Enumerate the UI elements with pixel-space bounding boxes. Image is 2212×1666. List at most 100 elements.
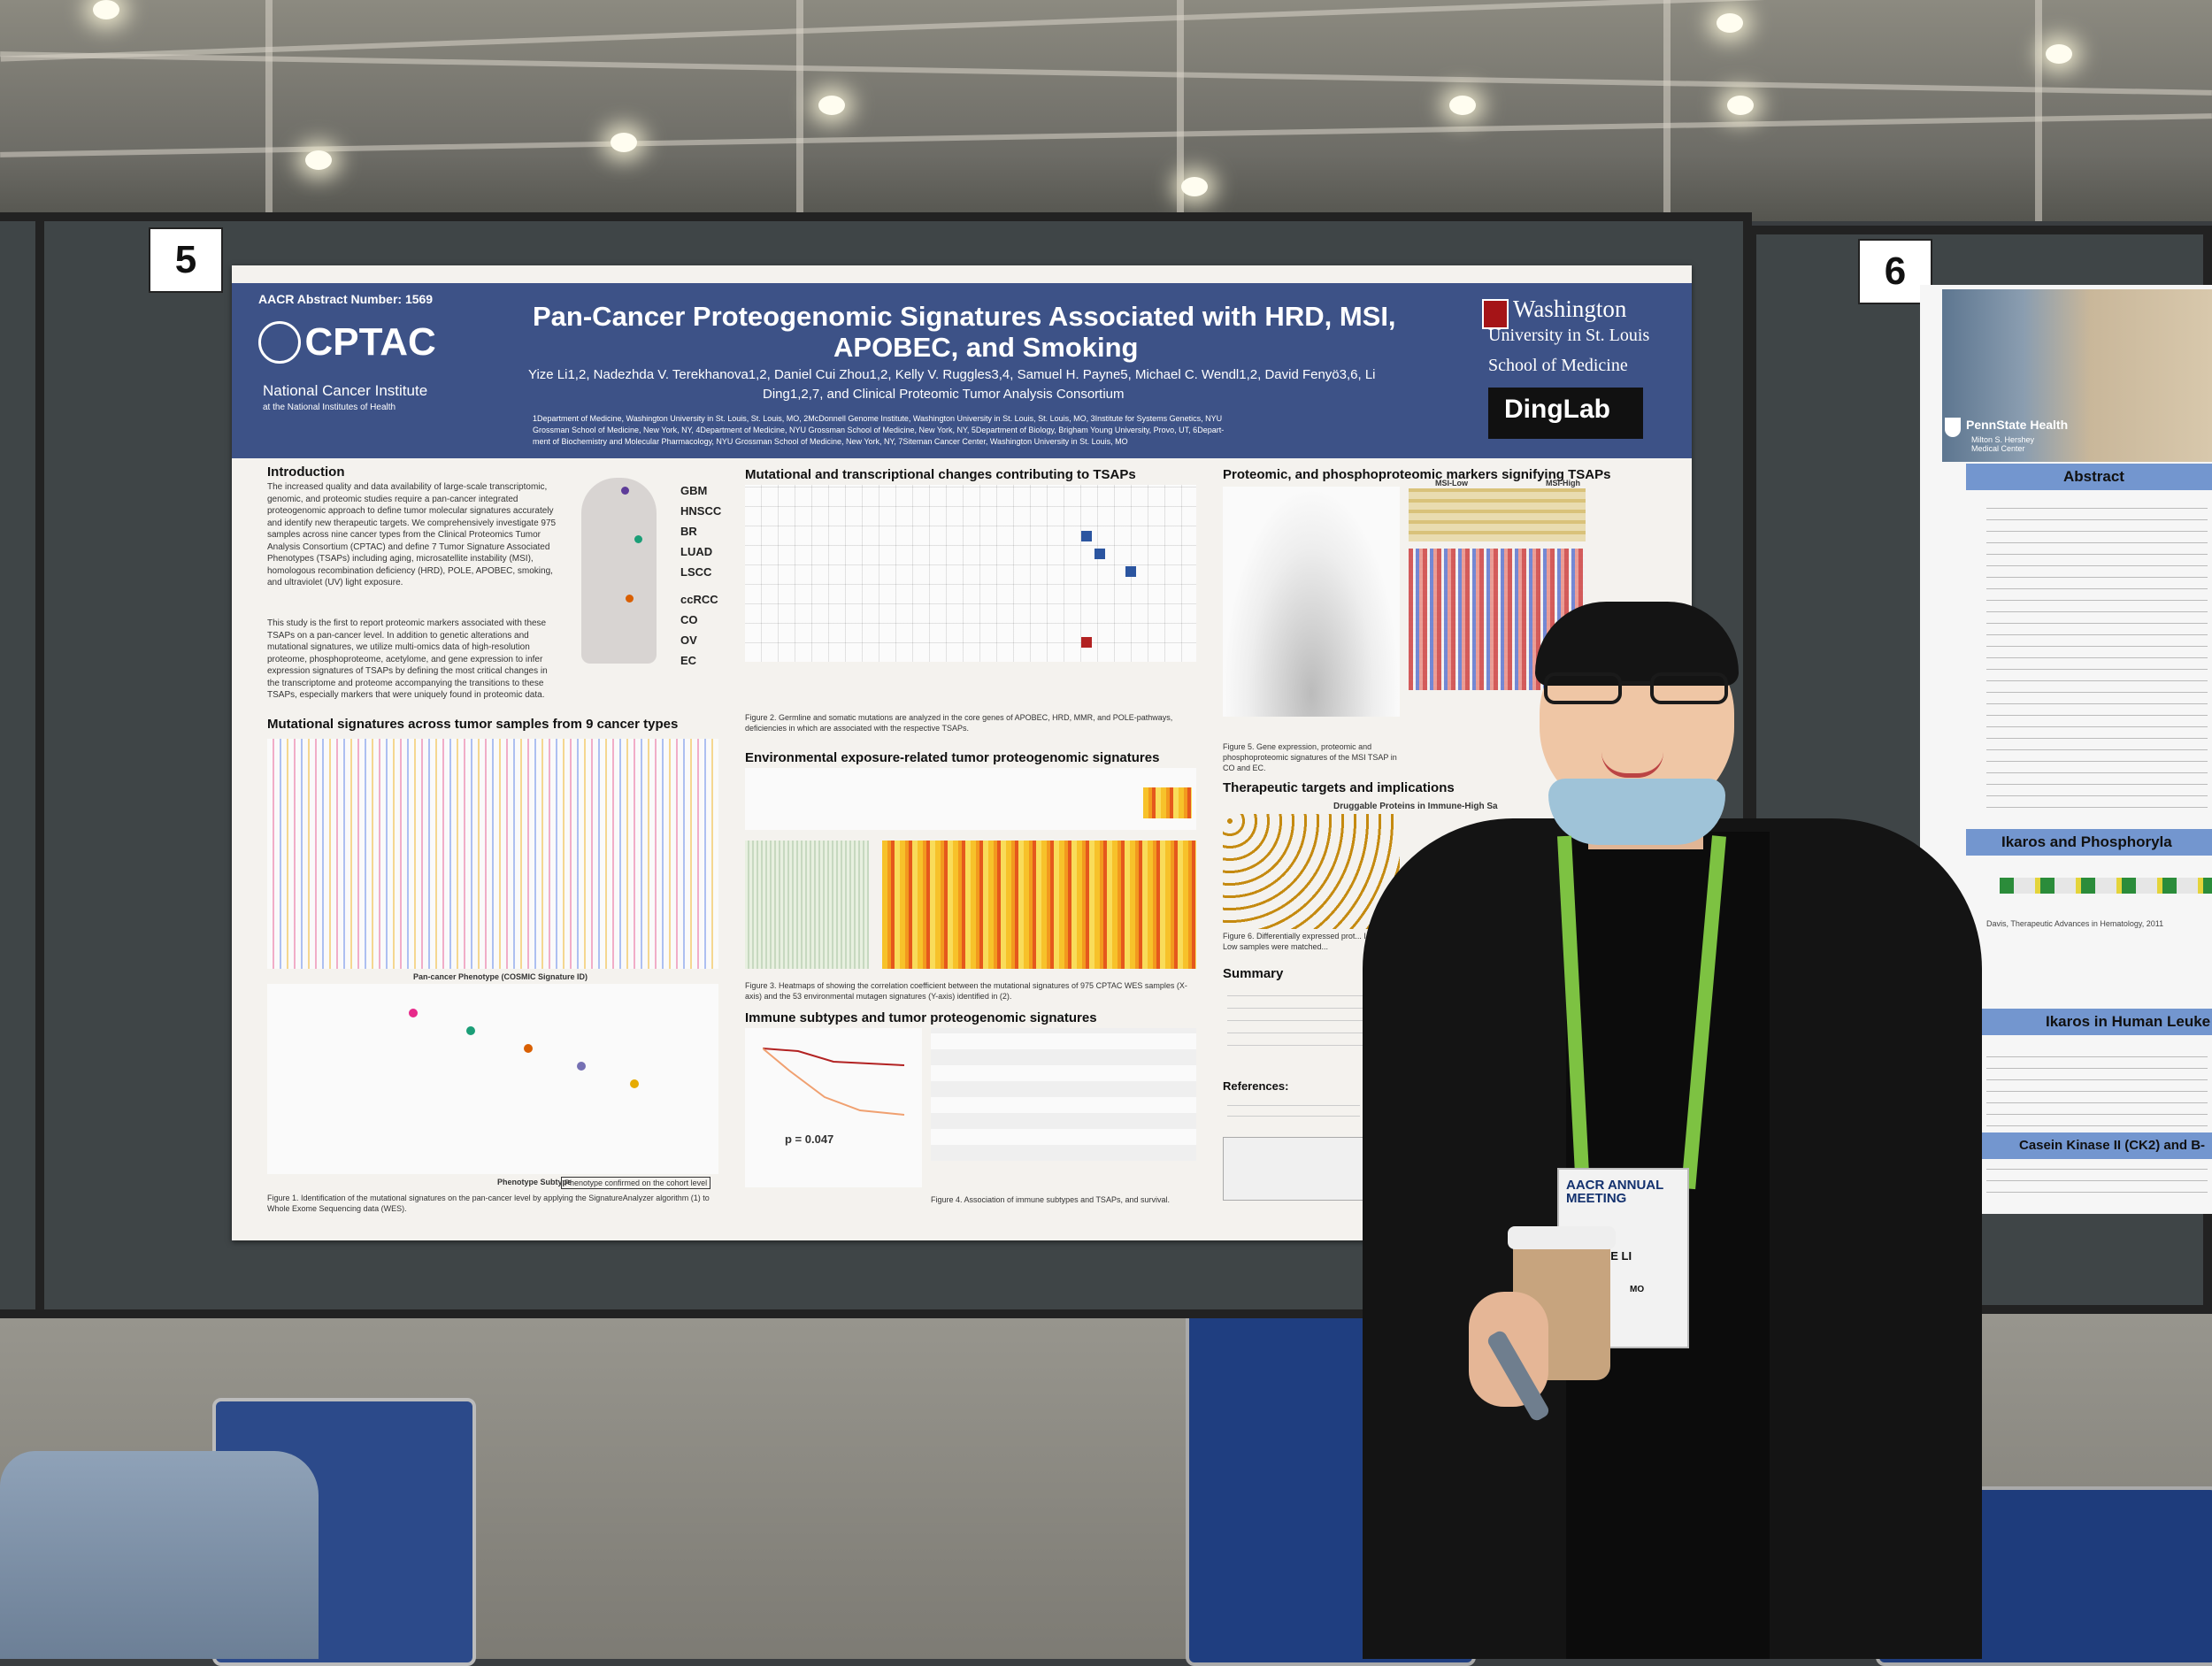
survival-line-low (763, 1048, 905, 1116)
mutation-marker (1081, 531, 1092, 541)
glasses-lens-left (1544, 672, 1622, 704)
abstract-number: AACR Abstract Number: 1569 (258, 292, 434, 306)
badge-state: MO (1630, 1285, 1645, 1294)
pennstate-name: PennState Health (1966, 418, 2069, 432)
environmental-heading: Environmental exposure-related tumor pro… (745, 750, 1160, 765)
cptac-logo-icon (258, 321, 301, 364)
abstract-heading: Abstract (1966, 464, 2212, 490)
pennstate-subname: Milton S. Hershey Medical Center (1971, 435, 2035, 453)
smile (1601, 752, 1663, 778)
lion-photo-header (1942, 289, 2212, 462)
cancer-label-co: CO (680, 613, 698, 626)
cancer-label-ccrcc: ccRCC (680, 593, 718, 606)
intro-text-2: This study is the first to report proteo… (267, 618, 548, 700)
wustl-subname: University in St. Louis (1488, 326, 1650, 345)
ceiling (0, 0, 2212, 221)
ikaros-domain-diagram (2000, 878, 2212, 894)
board-number-5: 5 (149, 227, 223, 293)
mutation-marker (1094, 549, 1105, 559)
figure1-violin-plots (267, 739, 718, 969)
phenotype-confirmed-label: Phenotype confirmed on the cohort level (561, 1177, 711, 1189)
intro-text: The increased quality and data availabil… (267, 482, 557, 587)
affiliations-line3: ment of Biochemistry and Molecular Pharm… (533, 437, 1128, 446)
ikaros-human-text (1986, 1046, 2208, 1134)
body-silhouette (581, 478, 657, 664)
cancer-label-br: BR (680, 525, 697, 538)
cancer-label-lscc: LSCC (680, 565, 712, 579)
mutational-signatures-heading: Mutational signatures across tumor sampl… (267, 717, 679, 732)
figure6-caption: Figure 6. Differentially expressed prot.… (1223, 932, 1395, 951)
survival-line-high (763, 1048, 905, 1066)
figure4-hazard-ratio-table (931, 1028, 1196, 1161)
survival-curve-lines (763, 1048, 905, 1116)
phenotype-dot (524, 1044, 533, 1053)
summary-heading: Summary (1223, 966, 1284, 981)
phenotype-dot (466, 1026, 475, 1035)
coffee-cup-lid (1508, 1226, 1616, 1249)
davis-reference: Davis, Therapeutic Advances in Hematolog… (1986, 919, 2164, 928)
affiliations-line1: 1Department of Medicine, Washington Univ… (533, 414, 1223, 423)
survival-p-value: p = 0.047 (785, 1132, 834, 1146)
ikaros-phospho-heading: Ikaros and Phosphoryla (1966, 829, 2212, 856)
references-text (1227, 1097, 1360, 1124)
affiliations-line2: Grossman School of Medicine, New York, N… (533, 426, 1225, 434)
authors-line2: Ding1,2,7, and Clinical Proteomic Tumor … (763, 387, 1125, 402)
figure5-volcano-plots (1223, 487, 1400, 717)
mutational-changes-heading: Mutational and transcriptional changes c… (745, 467, 1136, 482)
wustl-shield-icon (1482, 299, 1509, 329)
casein-kinase-text (1986, 1165, 2208, 1201)
figure3-heatmap-left (745, 841, 869, 969)
poster-title-line2: APOBEC, and Smoking (833, 332, 1139, 363)
phenotype-subtype-label: Phenotype Subtype (497, 1178, 572, 1186)
phenotype-dot (577, 1062, 586, 1071)
druggable-proteins-label: Druggable Proteins in Immune-High Sa (1333, 802, 1498, 811)
msi-high-label: MSI-High (1546, 479, 1580, 488)
abstract-text (1986, 506, 2208, 816)
funding-box (1223, 1137, 1384, 1201)
figure3-caption: Figure 3. Heatmaps of showing the correl… (745, 981, 1187, 1001)
nci-label: National Cancer Institute (263, 382, 428, 399)
organ-marker-lung (634, 535, 642, 543)
phenotype-dot (409, 1009, 418, 1017)
summary-bullets (1227, 984, 1386, 1055)
glasses-lens-right (1650, 672, 1728, 704)
figure4-caption: Figure 4. Association of immune subtypes… (931, 1195, 1170, 1204)
ikaros-human-heading: Ikaros in Human Leuke (1966, 1009, 2212, 1035)
msi-annotation-bar (1409, 488, 1586, 541)
dinglab-logo-text: DingLab (1504, 395, 1610, 424)
poster-board-left-edge (0, 212, 44, 1318)
poster-title-line1: Pan-Cancer Proteogenomic Signatures Asso… (533, 301, 1396, 332)
dinglab-logo: DingLab (1488, 388, 1643, 439)
cptac-logo: CPTAC (258, 320, 436, 365)
organ-marker-colon (626, 595, 634, 603)
figure3-heatmap-main (882, 841, 1196, 969)
figure3-legend (745, 768, 1196, 830)
references-heading: References: (1223, 1079, 1289, 1093)
figure6-druggable-dot-plot (1223, 814, 1400, 929)
figure2-caption: Figure 2. Germline and somatic mutations… (745, 713, 1173, 733)
therapeutic-heading: Therapeutic targets and implications (1223, 780, 1455, 795)
pennstate-shield-icon (1945, 418, 1961, 437)
figure1-phenotype-dot-grid (267, 984, 718, 1174)
badge-event: AACR ANNUAL MEETING (1566, 1178, 1663, 1206)
immune-heading: Immune subtypes and tumor proteogenomic … (745, 1010, 1097, 1025)
figure2-mutation-matrix (745, 485, 1196, 662)
cancer-label-hnscc: HNSCC (680, 504, 722, 518)
glasses (1544, 672, 1730, 704)
figure3-heatmap-top (1143, 787, 1192, 818)
msi-low-label: MSI-Low (1435, 479, 1468, 488)
organ-marker-gbm (621, 487, 629, 495)
cancer-label-luad: LUAD (680, 545, 713, 558)
poster: AACR Abstract Number: 1569 CPTAC Nationa… (232, 265, 1692, 1240)
mutation-marker (1081, 637, 1092, 648)
phenotype-dot (630, 1079, 639, 1088)
cancer-label-gbm: GBM (680, 484, 708, 497)
authors-line1: Yize Li1,2, Nadezhda V. Terekhanova1,2, … (528, 367, 1376, 382)
cancer-label-ov: OV (680, 633, 697, 647)
nih-label: at the National Institutes of Health (263, 403, 396, 412)
pan-cancer-phenotype-label: Pan-cancer Phenotype (COSMIC Signature I… (413, 972, 588, 981)
poster-header: AACR Abstract Number: 1569 CPTAC Nationa… (232, 283, 1692, 458)
glasses-bridge (1622, 681, 1650, 685)
wustl-school: School of Medicine (1488, 356, 1628, 375)
mutation-marker (1125, 566, 1136, 577)
